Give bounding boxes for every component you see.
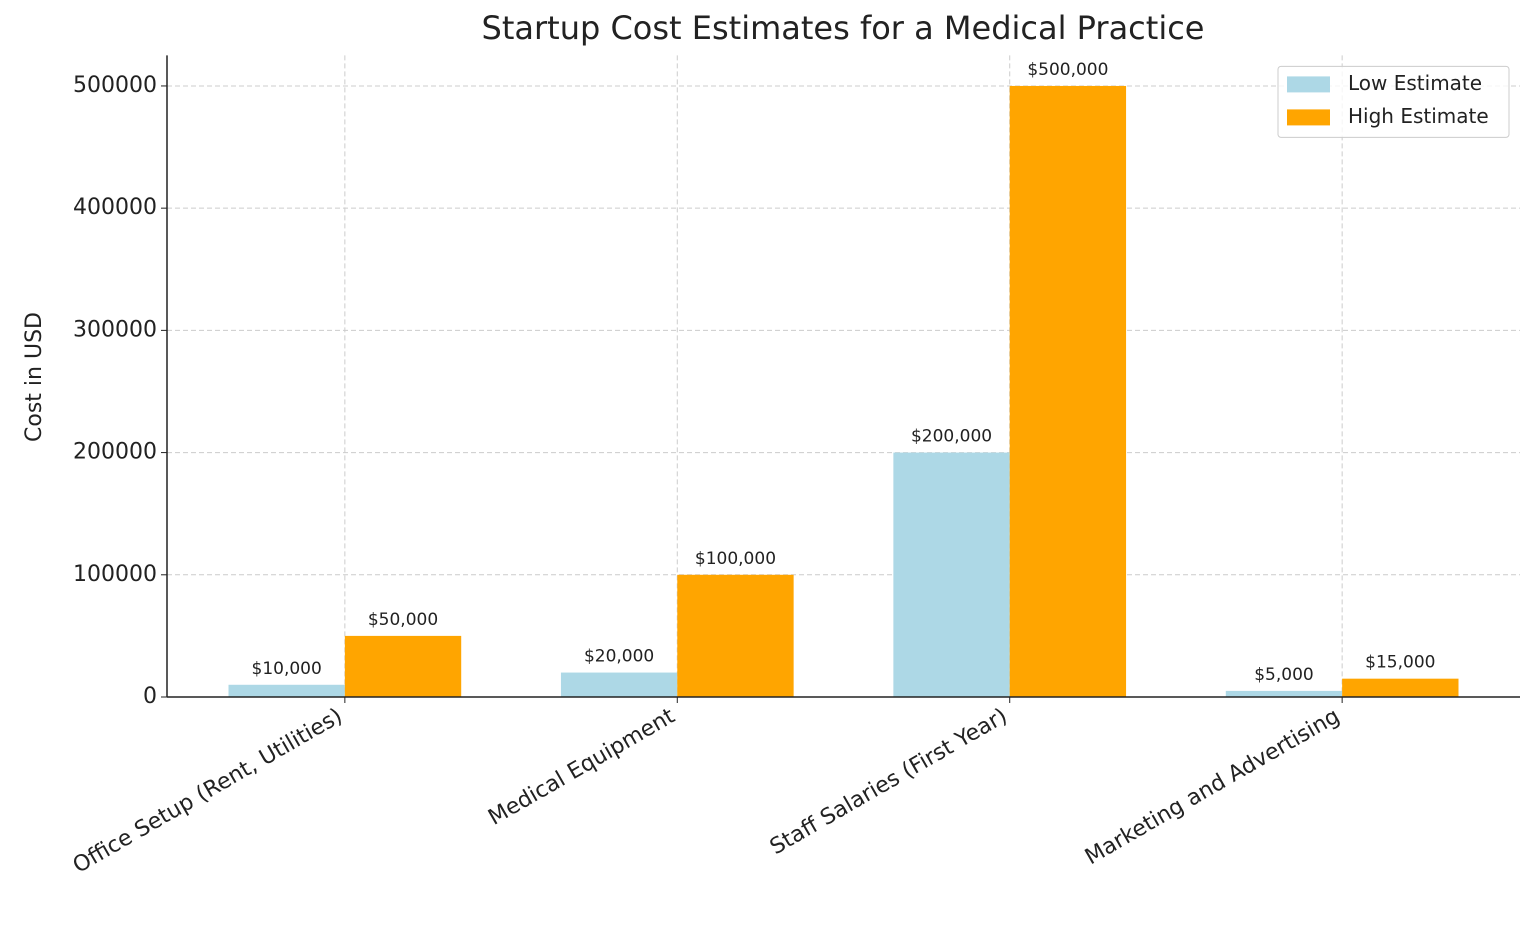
y-tick-label: 300000 [73,317,157,342]
legend-box [1277,65,1510,138]
x-tick-label: Medical Equipment [484,704,679,831]
bar [893,452,1010,697]
y-tick-label: 200000 [73,440,157,465]
bar [344,635,462,697]
value-label: $5,000 [1254,665,1313,685]
bar [228,684,345,697]
legend-swatch [1287,109,1330,126]
value-label: $100,000 [695,549,776,569]
legend-swatch [1287,76,1330,93]
legend-label: Low Estimate [1348,71,1482,95]
value-label: $20,000 [584,647,654,667]
y-tick-label: 500000 [73,73,157,98]
y-tick-label: 400000 [73,195,157,220]
y-tick-label: 100000 [73,562,157,587]
value-label: $15,000 [1365,653,1435,673]
bar [677,574,794,697]
value-label: $50,000 [368,610,438,630]
x-tick-label: Office Setup (Rent, Utilities) [69,704,347,879]
bar [560,672,678,697]
bar [1225,690,1343,697]
value-label: $200,000 [911,427,992,447]
bar [1342,678,1459,697]
x-tick-label: Marketing and Advertising [1081,704,1344,870]
y-tick-label: 0 [143,684,157,709]
value-label: $500,000 [1027,60,1108,80]
bar [1009,85,1127,697]
x-tick-label: Staff Salaries (First Year) [766,704,1012,860]
chart-title: Startup Cost Estimates for a Medical Pra… [482,9,1205,47]
y-axis-label: Cost in USD [22,312,47,442]
value-label: $10,000 [252,659,322,679]
legend-label: High Estimate [1348,104,1489,128]
